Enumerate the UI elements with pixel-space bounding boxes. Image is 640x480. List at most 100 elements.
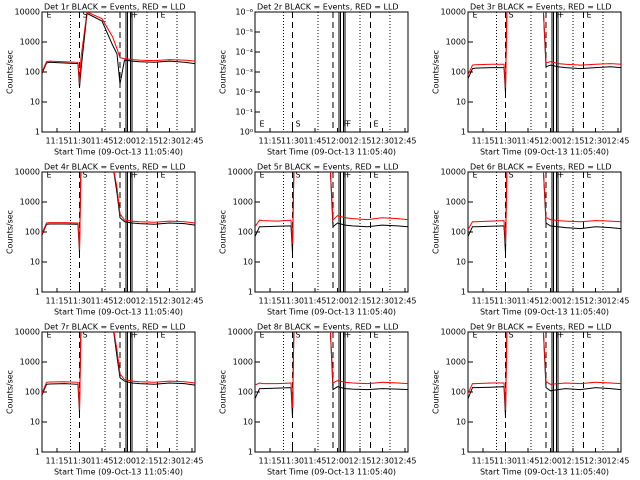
event-label: F [131,331,136,340]
event-label: E [374,331,379,340]
vline-group [283,12,391,132]
series-line [255,172,408,244]
y-tick-label: 1 [461,288,466,297]
y-axis-label: Counts/sec [6,370,15,414]
panel: 11:15 11:30 11:45 12:00 12:15 12:30 12:45 1 10 10… [6,323,204,477]
event-label: F [344,331,349,340]
panel: 11:15 11:30 11:45 12:00 12:15 12:30 12:45 1 10 10… [6,163,204,317]
event-label: E [587,171,592,180]
event-label: E [260,331,265,340]
series-line [255,172,408,254]
y-tick-label: 10⁻⁵ [235,28,253,37]
event-label: F [557,331,562,340]
y-tick-label: 10000 [228,168,253,177]
plot-frame [254,11,409,133]
event-label: F [560,331,565,340]
y-tick-label: 10⁻² [235,88,253,97]
x-tick-label: 12:45 [180,297,203,306]
event-label: E [473,331,478,340]
panel: 11:15 11:30 11:45 12:00 12:15 12:30 12:45 1 10 10… [432,3,630,157]
y-tick-label: 1000 [446,198,466,207]
x-tick-label: 11:45 [516,297,539,306]
y-tick-label: 10000 [441,168,466,177]
event-label: E [47,171,52,180]
series-line [468,172,621,244]
x-tick-label: 12:15 [561,457,584,466]
event-label: E [260,120,265,129]
y-tick-label: 100 [238,228,253,237]
x-tick-label: 12:00 [113,137,136,146]
chart-title: Det 6r BLACK = Events, RED = LLD [470,163,612,172]
x-tick-label: 12:00 [539,137,562,146]
series-line [42,332,195,414]
x-tick-label: 12:15 [348,457,371,466]
x-tick-label: 12:00 [326,297,349,306]
y-tick-label: 10⁻⁴ [235,48,253,57]
chart-title: Det 1r BLACK = Events, RED = LLD [44,3,186,12]
y-tick-label: 10 [243,258,253,267]
x-tick-label: 11:30 [68,457,91,466]
y-tick-label: 1000 [20,38,40,47]
x-tick-label: 12:45 [393,297,416,306]
x-axis-label: Start Time (09-Oct-13 11:05:40) [54,148,183,157]
event-label: E [587,11,592,20]
event-label: F [560,171,565,180]
y-axis-label: Counts/sec [432,50,441,94]
event-label: E [473,11,478,20]
y-axis-label: Counts/sec [6,210,15,254]
series-line [255,332,408,408]
event-label: E [260,171,265,180]
y-axis-label: Counts/sec [432,370,441,414]
y-axis-label: Counts/sec [219,210,228,254]
x-tick-label: 12:45 [606,457,629,466]
series-line [42,12,195,84]
panel: 11:15 11:30 11:45 12:00 12:15 12:30 12:45 1 10 10… [432,163,630,317]
x-tick-label: 12:15 [135,137,158,146]
y-tick-label: 10 [243,418,253,427]
event-label: S [83,331,88,340]
event-label: S [509,11,514,20]
x-tick-label: 11:15 [471,457,494,466]
chart-title: Det 2r BLACK = Events, RED = LLD [257,3,399,12]
x-tick-label: 11:45 [516,457,539,466]
y-tick-label: 1 [35,448,40,457]
event-label: F [557,11,562,20]
x-tick-label: 11:30 [494,297,517,306]
x-tick-label: 12:45 [180,457,203,466]
event-label: S [83,11,88,20]
x-tick-label: 12:15 [561,137,584,146]
y-tick-label: 1 [35,128,40,137]
event-label: S [83,171,88,180]
x-axis-label: Start Time (09-Oct-13 11:05:40) [480,468,609,477]
event-label: E [161,331,166,340]
y-axis-label: Counts/sec [432,210,441,254]
event-label: F [344,171,349,180]
event-label: F [344,120,349,129]
series-line [42,172,195,254]
y-tick-label: 100 [25,388,40,397]
x-tick-label: 11:30 [281,137,304,146]
y-tick-label: 10 [456,98,466,107]
chart-title: Det 9r BLACK = Events, RED = LLD [470,323,612,332]
x-tick-label: 11:45 [90,297,113,306]
y-tick-label: 10 [456,258,466,267]
vline-group [255,172,408,292]
y-tick-label: 10 [30,418,40,427]
panel: 11:15 11:30 11:45 12:00 12:15 12:30 12:45 1 10 10… [432,323,630,477]
event-label: F [134,331,139,340]
y-axis-label: Counts/sec [6,50,15,94]
event-label: F [134,11,139,20]
series-line [468,12,621,94]
x-tick-label: 12:15 [135,297,158,306]
x-tick-label: 11:15 [471,137,494,146]
vline-group [42,12,195,132]
y-tick-label: 10⁻³ [235,68,253,77]
x-tick-label: 12:00 [326,457,349,466]
x-tick-label: 12:15 [561,297,584,306]
y-tick-label: 1 [35,288,40,297]
event-label: S [296,331,301,340]
x-tick-label: 11:15 [258,457,281,466]
series-line [42,332,195,411]
chart-title: Det 8r BLACK = Events, RED = LLD [257,323,399,332]
x-tick-label: 11:45 [90,137,113,146]
